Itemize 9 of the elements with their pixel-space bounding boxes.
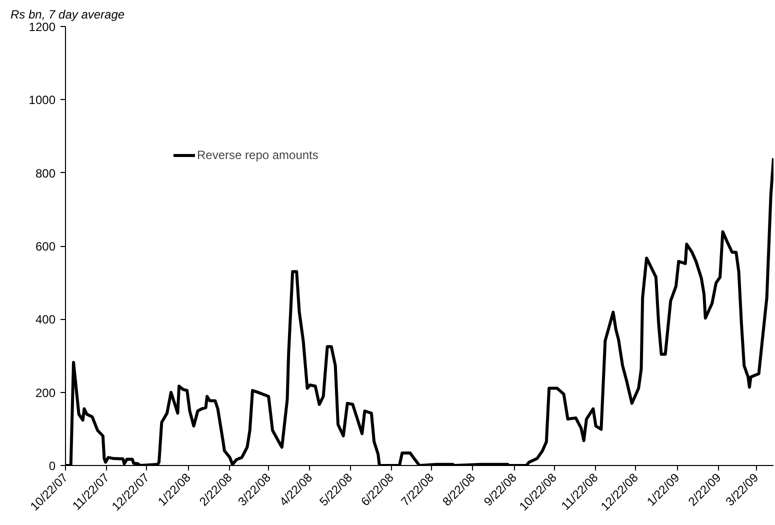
y-tick-label: 800 xyxy=(35,166,56,180)
y-axis-title: Rs bn, 7 day average xyxy=(10,8,125,22)
y-tick-label: 400 xyxy=(35,312,56,327)
y-tick-label: 200 xyxy=(35,386,56,400)
legend-label: Reverse repo amounts xyxy=(197,148,318,162)
y-tick-label: 600 xyxy=(35,240,56,254)
y-tick-label: 0 xyxy=(48,459,56,473)
y-tick-label: 1000 xyxy=(28,93,56,108)
y-tick-label: 1200 xyxy=(28,20,56,34)
